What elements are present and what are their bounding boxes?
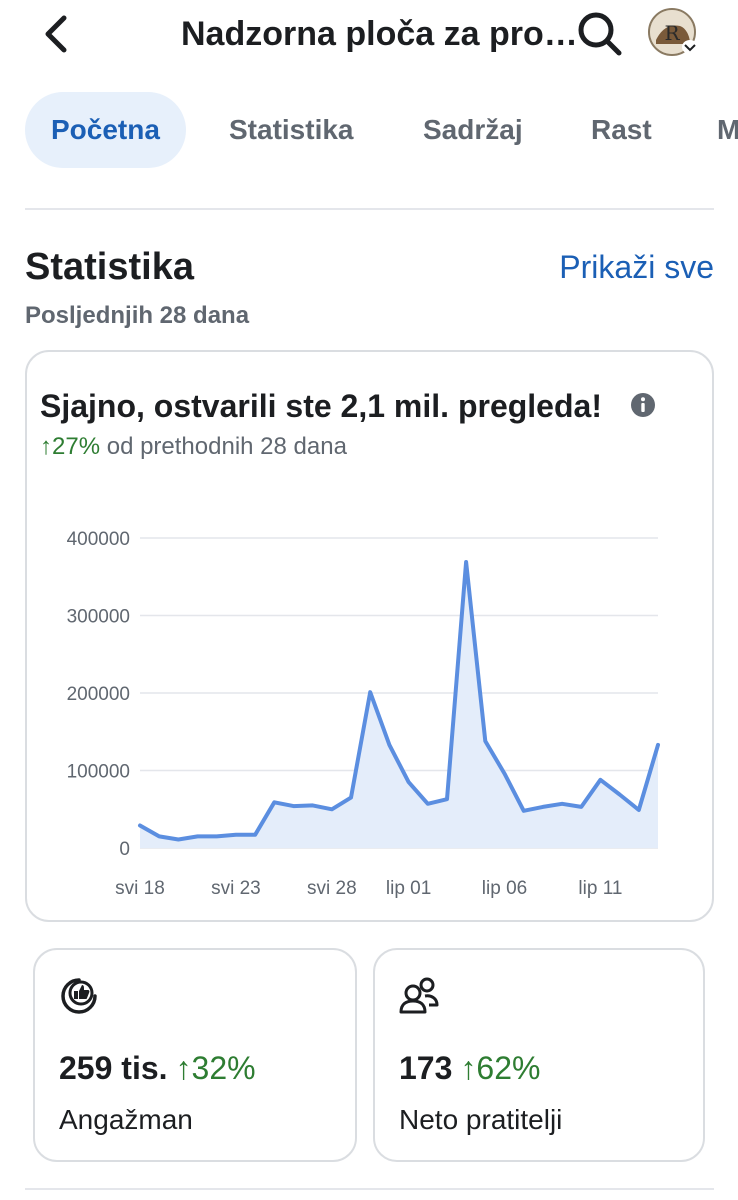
chevron-left-icon: [45, 15, 67, 53]
engagement-card[interactable]: 259 tis. ↑32% Angažman: [33, 948, 357, 1162]
views-change: ↑27% od prethodnih 28 dana: [40, 432, 347, 462]
tab-bar: Početna Statistika Sadržaj Rast M: [0, 92, 738, 168]
engagement-label: Angažman: [59, 1104, 193, 1135]
y-tick-label: 200000: [67, 684, 130, 705]
tab-statistics[interactable]: Statistika: [229, 114, 354, 145]
tab-home[interactable]: Početna: [25, 92, 186, 168]
engagement-icon: [61, 978, 97, 1014]
followers-delta: ↑62%: [460, 1050, 540, 1086]
tab-growth[interactable]: Rast: [591, 114, 652, 145]
y-tick-label: 300000: [67, 607, 130, 628]
engagement-delta: ↑32%: [176, 1050, 256, 1086]
see-all-link[interactable]: Prikaži sve: [559, 249, 714, 285]
change-arrow: ↑: [40, 433, 52, 460]
x-tick-label: lip 11: [578, 878, 622, 899]
info-icon[interactable]: [630, 392, 656, 418]
x-tick-label: svi 23: [211, 878, 261, 899]
x-tick-label: svi 28: [307, 878, 357, 899]
tab-more[interactable]: M: [717, 114, 738, 145]
followers-value-row: 173 ↑62%: [399, 1048, 540, 1088]
views-headline: Sjajno, ostvarili ste 2,1 mil. pregleda!: [40, 388, 602, 424]
engagement-arrow: ↑: [175, 1050, 192, 1086]
engagement-delta-value: 32%: [191, 1050, 256, 1086]
followers-card[interactable]: 173 ↑62% Neto pratitelji: [373, 948, 705, 1162]
tab-content[interactable]: Sadržaj: [423, 114, 523, 145]
y-tick-label: 0: [119, 839, 130, 860]
series-line: [138, 560, 660, 842]
area-fill: [140, 562, 658, 848]
search-icon: [578, 12, 622, 56]
change-text: od prethodnih 28 dana: [100, 433, 347, 460]
views-chart[interactable]: 400000 300000 200000 100000 0 svi 18 svi 23 svi…: [40, 520, 670, 905]
divider: [25, 208, 714, 210]
divider-bottom: [25, 1188, 714, 1190]
x-tick-label: lip 01: [386, 878, 431, 899]
avatar-menu-badge[interactable]: [682, 40, 698, 54]
followers-label: Neto pratitelji: [399, 1104, 563, 1135]
top-bar: Nadzorna ploča za pro… R: [0, 0, 738, 70]
engagement-value: 259 tis.: [59, 1050, 168, 1086]
followers-icon: [399, 977, 439, 1014]
search-button[interactable]: [574, 8, 626, 60]
followers-delta-value: 62%: [476, 1050, 541, 1086]
info-icon-glyph: [631, 393, 655, 417]
y-tick-label: 100000: [67, 762, 130, 783]
x-tick-label: lip 06: [482, 878, 527, 899]
x-tick-label: svi 18: [115, 878, 165, 899]
back-button[interactable]: [40, 12, 76, 56]
page-title: Nadzorna ploča za pro…: [181, 15, 578, 53]
chevron-down-icon: [684, 44, 696, 52]
y-tick-label: 400000: [67, 529, 130, 550]
period-label: Posljednjih 28 dana: [25, 302, 250, 329]
followers-arrow: ↑: [460, 1050, 477, 1086]
engagement-value-row: 259 tis. ↑32%: [59, 1048, 256, 1088]
section-title: Statistika: [25, 246, 194, 288]
followers-value: 173: [399, 1050, 453, 1086]
change-value: 27%: [52, 433, 101, 460]
svg-text:R: R: [664, 21, 680, 45]
